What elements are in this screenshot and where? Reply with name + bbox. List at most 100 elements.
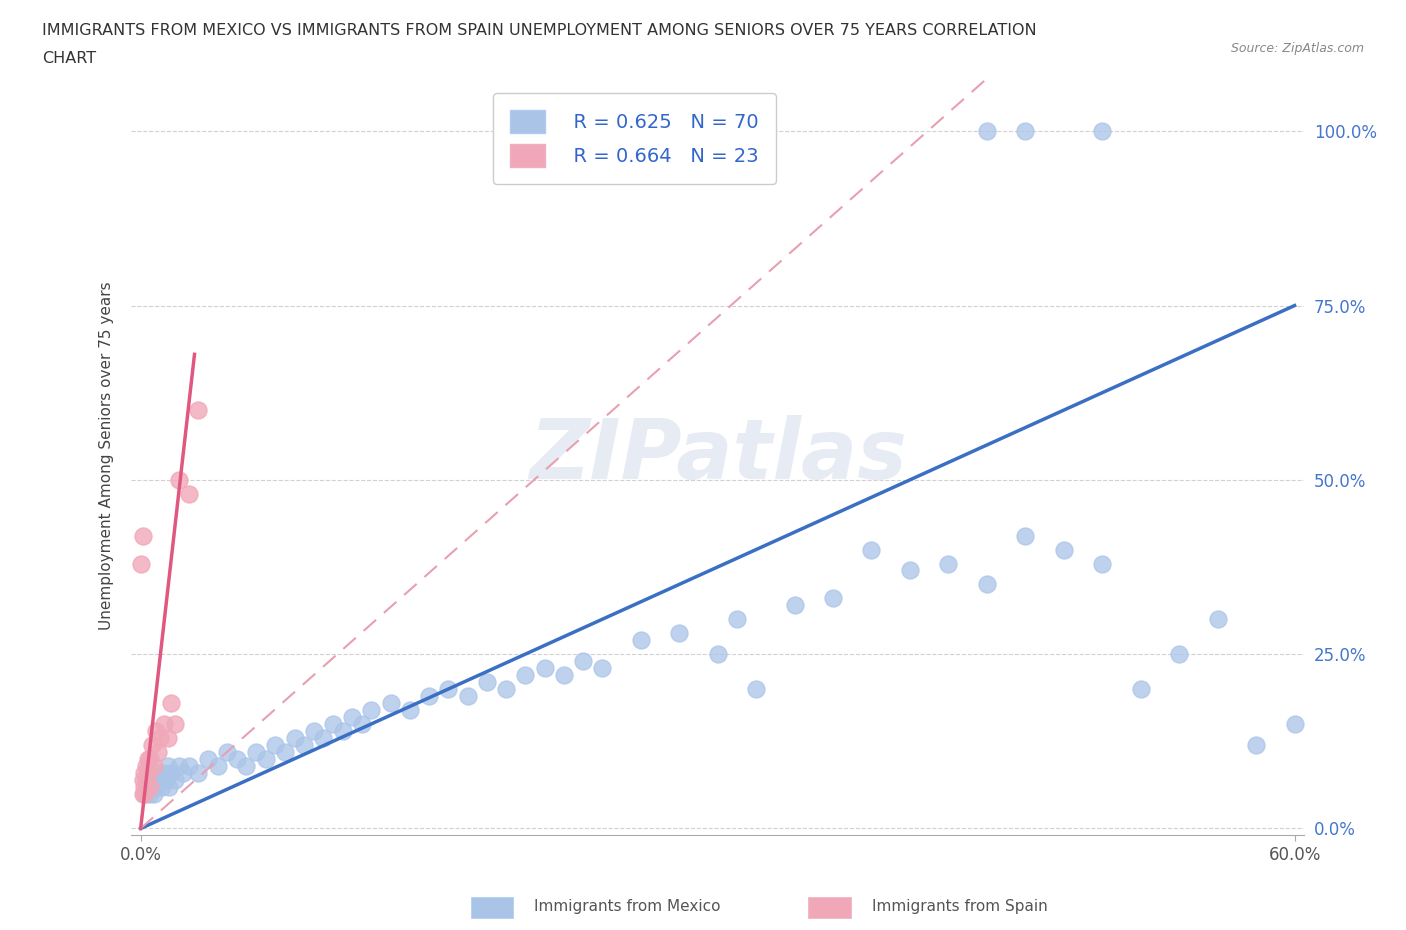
Point xyxy=(553,668,575,683)
Point xyxy=(160,765,183,780)
Point xyxy=(217,744,239,759)
Point xyxy=(145,779,167,794)
Point xyxy=(187,403,209,418)
Point xyxy=(725,612,748,627)
Point xyxy=(141,737,163,752)
Point xyxy=(139,751,162,766)
Point xyxy=(165,772,187,787)
Point xyxy=(1091,124,1114,139)
Point xyxy=(1129,682,1152,697)
Point xyxy=(860,542,883,557)
Point xyxy=(283,730,305,745)
Point xyxy=(134,786,156,801)
Point xyxy=(129,556,152,571)
Point xyxy=(138,765,160,780)
Point xyxy=(745,682,768,697)
Point xyxy=(418,688,440,703)
Point xyxy=(152,716,174,731)
Point xyxy=(197,751,219,766)
Point xyxy=(187,765,209,780)
Point xyxy=(149,730,172,745)
Point xyxy=(437,682,460,697)
Point xyxy=(292,737,315,752)
Point xyxy=(821,591,844,605)
Point xyxy=(264,737,287,752)
Point xyxy=(1053,542,1076,557)
Point xyxy=(145,724,167,738)
Point xyxy=(139,779,162,794)
Point xyxy=(572,654,595,669)
Point xyxy=(706,646,728,661)
Point xyxy=(167,758,190,773)
Point xyxy=(312,730,335,745)
Point xyxy=(141,779,163,794)
Point xyxy=(515,668,537,683)
Point xyxy=(533,660,555,675)
Point xyxy=(146,744,169,759)
Point xyxy=(457,688,479,703)
Point xyxy=(1091,556,1114,571)
Point xyxy=(1014,124,1036,139)
Point xyxy=(155,772,177,787)
Point xyxy=(783,598,806,613)
Point xyxy=(235,758,257,773)
Point xyxy=(156,758,179,773)
Text: CHART: CHART xyxy=(42,51,96,66)
Text: Immigrants from Mexico: Immigrants from Mexico xyxy=(534,899,721,914)
Point xyxy=(274,744,297,759)
Point xyxy=(131,772,153,787)
Point xyxy=(938,556,960,571)
Point xyxy=(135,772,157,787)
Point xyxy=(976,124,998,139)
Point xyxy=(340,710,363,724)
Point xyxy=(139,772,162,787)
Point xyxy=(207,758,229,773)
Point xyxy=(630,632,652,647)
Point xyxy=(976,577,998,591)
Point xyxy=(135,758,157,773)
Point xyxy=(134,765,156,780)
Point xyxy=(360,702,382,717)
Point xyxy=(302,724,325,738)
Point xyxy=(138,751,160,766)
Point xyxy=(322,716,344,731)
Point xyxy=(475,674,498,689)
Point xyxy=(177,486,200,501)
Point xyxy=(143,772,166,787)
Point xyxy=(150,779,173,794)
Point xyxy=(167,472,190,487)
Point xyxy=(380,696,402,711)
Point xyxy=(591,660,613,675)
Point xyxy=(332,724,354,738)
Point xyxy=(172,765,194,780)
Text: Immigrants from Spain: Immigrants from Spain xyxy=(872,899,1047,914)
Point xyxy=(399,702,422,717)
Point xyxy=(668,626,690,641)
Point xyxy=(139,786,162,801)
Text: Source: ZipAtlas.com: Source: ZipAtlas.com xyxy=(1230,42,1364,55)
Point xyxy=(160,696,183,711)
Point xyxy=(245,744,267,759)
Point xyxy=(177,758,200,773)
Point xyxy=(495,682,517,697)
Point xyxy=(165,716,187,731)
Point xyxy=(1014,528,1036,543)
Point xyxy=(131,786,153,801)
Point xyxy=(131,528,153,543)
Point xyxy=(146,765,169,780)
Point xyxy=(898,563,921,578)
Point xyxy=(134,779,156,794)
Y-axis label: Unemployment Among Seniors over 75 years: Unemployment Among Seniors over 75 years xyxy=(100,281,114,630)
Point xyxy=(138,779,160,794)
Point xyxy=(159,779,181,794)
Point xyxy=(156,730,179,745)
Point xyxy=(225,751,247,766)
Point xyxy=(1168,646,1191,661)
Point xyxy=(1244,737,1267,752)
Text: ZIPatlas: ZIPatlas xyxy=(529,415,907,496)
Point xyxy=(350,716,373,731)
Point xyxy=(143,786,166,801)
Point xyxy=(149,772,172,787)
Point xyxy=(1284,716,1306,731)
Point xyxy=(143,758,166,773)
